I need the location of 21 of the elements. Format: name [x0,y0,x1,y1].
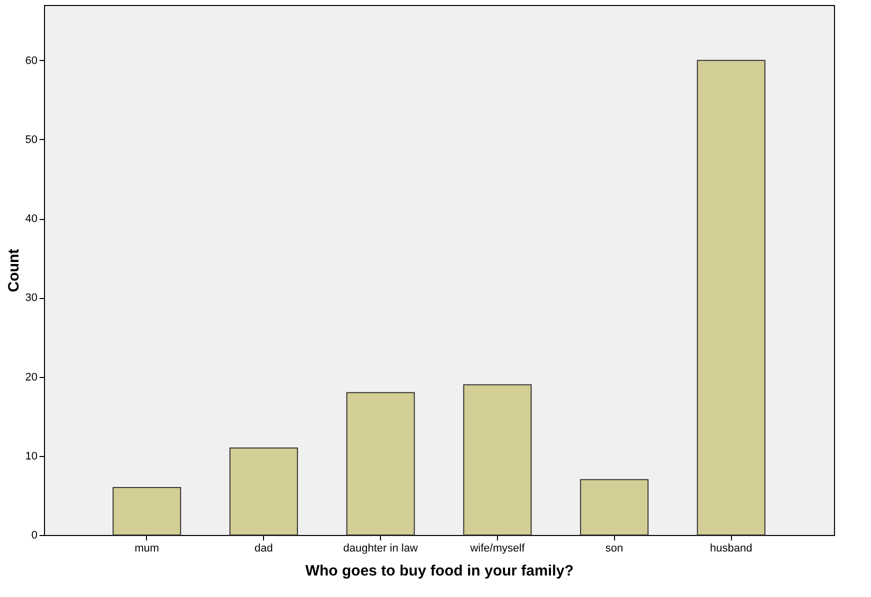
x-tick-label: wife/myself [469,542,526,554]
x-tick-label: dad [254,542,273,554]
x-tick-label: son [605,542,624,554]
y-tick-label: 50 [25,134,38,146]
bar [112,487,182,536]
x-tick-label: daughter in law [343,542,418,554]
x-tick-label: husband [710,542,752,554]
bar [696,60,766,536]
y-tick-label: 10 [25,450,38,462]
bar [229,447,298,536]
x-axis-title: Who goes to buy food in your family? [305,562,574,580]
bar [346,392,415,536]
x-tick-label: mum [134,542,160,554]
bar [463,384,532,536]
y-tick-label: 20 [25,371,38,384]
y-tick-label: 60 [25,54,38,67]
y-tick-label: 40 [25,213,38,226]
y-tick-label: 0 [31,530,38,542]
y-tick-label: 30 [25,292,38,304]
bar [580,479,649,536]
y-axis-title: Count [5,248,22,292]
